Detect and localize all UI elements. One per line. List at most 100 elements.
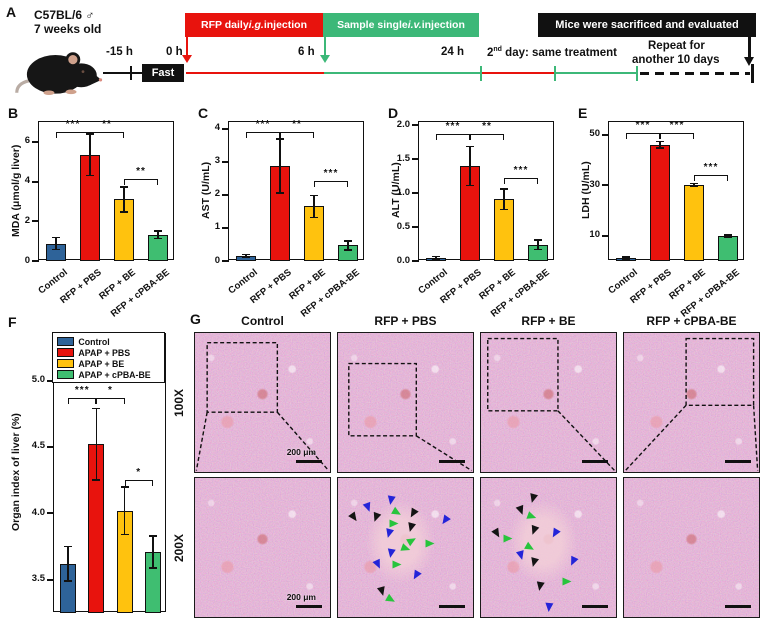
blue-arrowhead [383,527,394,539]
y-tick [222,260,229,262]
y-tick [47,578,54,581]
y-tick [32,140,39,143]
y-tick [412,124,419,127]
error-bar [152,535,154,568]
roi-overlay [338,333,473,472]
y-tick-label: 1 [214,221,220,233]
roi-overlay [624,333,759,472]
y-tick-label: 0 [214,254,220,266]
scale-bar-label: 200 μm [286,447,316,457]
error-bar-cap [276,192,284,194]
error-bar-cap [64,580,73,582]
error-bar [727,235,729,238]
sig-label: *** [323,167,339,179]
g-row-label-100x: 100X [172,388,186,417]
y-tick [412,226,419,229]
timeline-tick-day2a [554,66,557,81]
mouse-icon [15,52,103,96]
y-tick [412,192,419,195]
error-bar-cap [534,248,542,251]
green-arrowhead [425,539,435,548]
error-bar-cap [690,185,698,188]
sig-bracket [660,133,694,140]
black-arrowhead [376,585,387,597]
panel-a-letter: A [6,4,17,20]
scale-bar [582,604,608,608]
error-bar-cap [154,237,162,240]
y-tick-label: 0 [24,254,30,266]
sig-label: *** [703,162,719,174]
error-bar [123,486,126,535]
sig-label: *** [255,118,271,130]
panel-D-letter: D [388,105,399,121]
scale-bar-label: 200 μm [286,592,316,602]
y-tick [222,193,229,196]
error-bar-cap [64,545,73,548]
error-bar-cap [534,239,542,241]
error-bar-cap [724,236,732,238]
y-tick [32,180,39,183]
panel-g-letter: G [190,311,201,327]
error-bar-cap [92,407,101,410]
sig-bracket [280,131,314,138]
error-bar-cap [500,208,508,211]
error-bar-cap [724,234,732,236]
plot-area: 0 1 2 3 4 *** ** *** Control RFP + PBS RFP + BE RFP… [215,118,364,320]
error-bar-cap [432,258,440,260]
roi-overlay [481,333,616,472]
scale-bar [296,604,322,608]
time-label-minus15: -15 h [106,46,133,58]
histology-image-100x-col1 [337,332,474,473]
error-bar [625,256,627,259]
histology-image-200x-col0: 200 μm [194,477,331,618]
chart-panel-C: C AST (U/mL) 0 1 2 3 4 *** ** *** Control RFP + PBS… [198,103,383,320]
plot-area: 0.0 0.5 1.0 1.5 2.0 *** ** *** Control RFP + PBS R… [397,119,554,320]
green-arrowhead [503,534,513,543]
rfp-box-text-ig: i.g. [248,19,264,31]
panel-C-letter: C [198,105,209,121]
sig-label: ** [482,120,492,132]
error-bar [313,195,315,218]
timeline-red-seg-1 [186,72,324,75]
error-bar-cap [344,249,352,251]
sig-label: *** [513,165,529,177]
y-tick [47,512,54,515]
sample-injection-box: Sample single i.v. injection [323,13,479,37]
timeline-green-seg-1 [324,72,480,75]
rfp-box-text-1: RFP daily [201,19,249,31]
timeline-tick-24h [480,66,483,81]
sig-bracket [470,133,504,140]
y-tick-label: 1.5 [396,152,410,164]
sig-label: * [136,467,142,479]
sig-bracket [626,133,660,140]
chart-panel-D: D ALT (U/mL) 0.0 0.5 1.0 1.5 2.0 *** ** *** Contro… [388,103,573,320]
y-tick [222,160,229,163]
chart-panel-E: E LDH (U/mL) 10 30 50 *** *** *** Control RFP + P… [578,103,763,320]
green-arrow-stem [324,37,327,55]
y-tick-label: 30 [589,178,600,190]
sig-bracket [124,178,158,185]
y-tick-label: 10 [589,229,600,241]
histology-image-100x-col3 [623,332,760,473]
g-col-header-rfp-be: RFP + BE [521,314,576,328]
error-bar-cap [148,535,157,537]
sig-bracket [124,480,153,487]
y-tick-label: 4.0 [31,506,45,518]
mouse-strain-label: C57BL/6 ♂ [34,8,95,22]
error-bar-cap [92,479,101,481]
y-tick [47,379,54,382]
sample-box-text-2: injection [421,19,465,31]
error-bar-cap [344,240,352,242]
legend-row: APAP + BE [57,358,160,369]
g-row-label-200x: 200X [172,533,186,562]
sig-label: *** [669,120,685,132]
plot-area: 3.5 4.0 4.5 5.0 *** * * Control APAP + PBS APAP +… [32,332,166,613]
error-bar-cap [242,253,250,256]
legend-row: APAP + PBS [57,347,160,358]
sig-bracket [246,131,280,138]
g-col-header-rfp-pbs: RFP + PBS [374,314,437,328]
g-col-header-rfp-cpba-be: RFP + cPBA-BE [646,314,737,328]
g-col-header-control: Control [241,314,284,328]
timeline-black-seg [103,72,142,75]
panel-B-letter: B [8,105,19,121]
